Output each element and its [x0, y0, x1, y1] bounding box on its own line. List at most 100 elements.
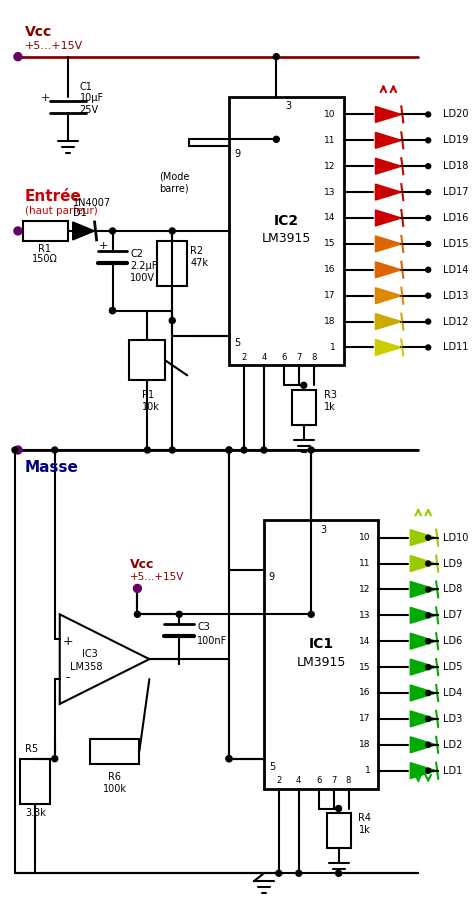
Text: +: +	[63, 634, 73, 648]
Text: 100k: 100k	[102, 784, 127, 794]
Text: 18: 18	[359, 740, 371, 749]
Circle shape	[52, 447, 58, 453]
Text: 2: 2	[241, 353, 246, 362]
Text: 1: 1	[330, 343, 336, 352]
Bar	[229, 96, 344, 365]
Text: LD19: LD19	[443, 135, 468, 145]
Text: P1: P1	[142, 390, 155, 400]
Text: LM358: LM358	[70, 662, 103, 672]
Circle shape	[109, 228, 116, 234]
Text: 14: 14	[359, 636, 371, 645]
Text: 3.3k: 3.3k	[25, 808, 46, 818]
Circle shape	[14, 446, 22, 454]
Circle shape	[109, 307, 116, 314]
Text: LD5: LD5	[443, 662, 463, 672]
Text: 7: 7	[296, 353, 301, 362]
Text: 12: 12	[324, 162, 336, 171]
Circle shape	[426, 587, 431, 592]
Circle shape	[145, 447, 150, 453]
Polygon shape	[375, 106, 401, 123]
Text: (Mode: (Mode	[159, 171, 190, 181]
Text: IC1: IC1	[309, 637, 334, 651]
Circle shape	[426, 743, 431, 747]
Text: LD14: LD14	[443, 265, 468, 275]
Text: LD9: LD9	[443, 558, 462, 568]
Text: LD4: LD4	[443, 688, 462, 698]
Text: IC3: IC3	[82, 649, 98, 659]
Polygon shape	[375, 339, 401, 355]
Text: +5...+15V: +5...+15V	[129, 573, 184, 583]
Circle shape	[426, 164, 431, 169]
Polygon shape	[410, 737, 436, 753]
Text: LM3915: LM3915	[262, 233, 311, 245]
Polygon shape	[375, 236, 401, 252]
Circle shape	[308, 612, 314, 617]
Circle shape	[226, 755, 232, 762]
Text: 17: 17	[359, 714, 371, 724]
Text: R2: R2	[190, 245, 203, 255]
Circle shape	[226, 447, 232, 453]
Text: Entrée: Entrée	[25, 188, 82, 204]
Polygon shape	[410, 607, 436, 624]
Text: 1k: 1k	[358, 825, 370, 835]
Text: 15: 15	[324, 239, 336, 248]
Text: 11: 11	[324, 135, 336, 145]
Text: D1: D1	[73, 208, 86, 218]
Polygon shape	[375, 314, 401, 330]
Text: C3: C3	[197, 623, 210, 633]
Text: R4: R4	[358, 814, 372, 824]
Text: 1N4007: 1N4007	[73, 198, 111, 208]
Text: Masse: Masse	[25, 461, 79, 475]
Text: 6: 6	[281, 353, 286, 362]
Circle shape	[273, 136, 279, 143]
Circle shape	[426, 294, 431, 298]
Text: 16: 16	[324, 265, 336, 275]
Circle shape	[308, 447, 314, 453]
Circle shape	[426, 613, 431, 618]
Text: +: +	[41, 94, 51, 104]
Text: (haut parleur): (haut parleur)	[25, 206, 98, 216]
Text: 2.2μF: 2.2μF	[130, 261, 158, 271]
Circle shape	[426, 242, 431, 246]
Text: LD2: LD2	[443, 740, 463, 750]
Circle shape	[426, 319, 431, 324]
Text: 14: 14	[324, 214, 336, 223]
Text: 1: 1	[365, 766, 371, 775]
Circle shape	[226, 755, 232, 762]
Text: 7: 7	[331, 776, 336, 785]
Text: 4: 4	[261, 353, 266, 362]
Circle shape	[426, 664, 431, 670]
Polygon shape	[375, 210, 401, 226]
Polygon shape	[410, 659, 436, 675]
Text: -: -	[65, 671, 70, 684]
Circle shape	[426, 112, 431, 117]
Text: 18: 18	[324, 317, 336, 326]
Bar	[264, 520, 378, 789]
Text: LD7: LD7	[443, 610, 463, 620]
Text: 9: 9	[269, 573, 275, 583]
Text: 4: 4	[296, 776, 301, 785]
Circle shape	[301, 383, 307, 388]
Polygon shape	[375, 133, 401, 148]
Polygon shape	[375, 262, 401, 278]
Circle shape	[12, 447, 18, 453]
Bar	[90, 739, 139, 764]
Text: IC2: IC2	[273, 214, 299, 228]
Text: LD17: LD17	[443, 187, 469, 197]
Text: 5: 5	[234, 338, 240, 348]
Bar	[20, 759, 50, 804]
Circle shape	[426, 691, 431, 695]
Circle shape	[426, 215, 431, 221]
Text: 1k: 1k	[324, 402, 336, 412]
Polygon shape	[410, 582, 436, 597]
Text: LD10: LD10	[443, 533, 468, 543]
Text: 10μF: 10μF	[80, 94, 104, 104]
Circle shape	[14, 53, 22, 61]
Circle shape	[336, 805, 342, 812]
Circle shape	[426, 190, 431, 195]
Text: 13: 13	[324, 187, 336, 196]
Circle shape	[261, 447, 267, 453]
Text: Vcc: Vcc	[25, 25, 52, 39]
Text: LD11: LD11	[443, 343, 468, 353]
Text: 8: 8	[346, 776, 351, 785]
